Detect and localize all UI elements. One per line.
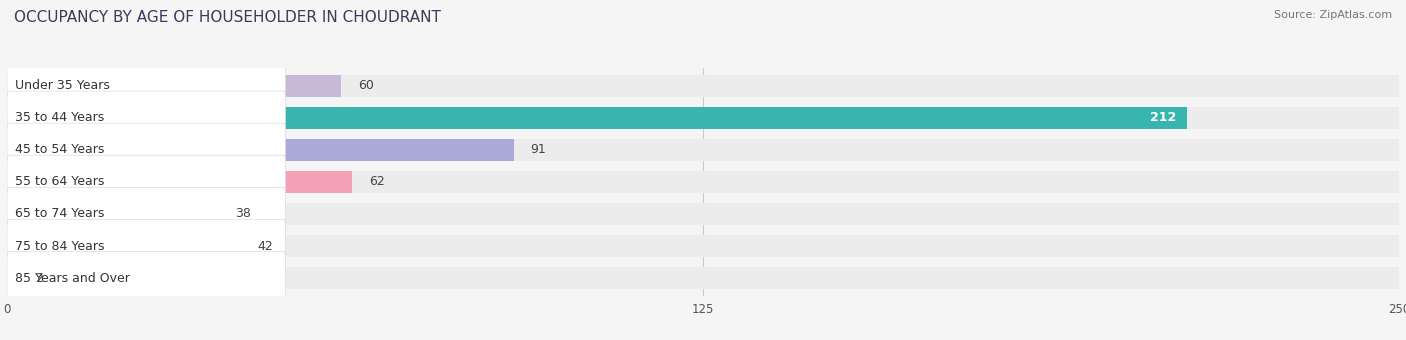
Text: 85 Years and Over: 85 Years and Over [15, 272, 131, 285]
FancyBboxPatch shape [7, 123, 285, 176]
Bar [7, 171, 1399, 193]
Bar [7, 107, 1188, 129]
Text: OCCUPANCY BY AGE OF HOUSEHOLDER IN CHOUDRANT: OCCUPANCY BY AGE OF HOUSEHOLDER IN CHOUD… [14, 10, 441, 25]
Bar [7, 203, 218, 225]
Text: 2: 2 [35, 272, 42, 285]
Text: 60: 60 [357, 79, 374, 92]
Text: Under 35 Years: Under 35 Years [15, 79, 110, 92]
Text: 55 to 64 Years: 55 to 64 Years [15, 175, 105, 188]
FancyBboxPatch shape [7, 155, 285, 208]
Text: 38: 38 [235, 207, 252, 220]
FancyBboxPatch shape [7, 187, 285, 241]
Text: 45 to 54 Years: 45 to 54 Years [15, 143, 105, 156]
Bar [7, 139, 1399, 161]
Bar [7, 139, 513, 161]
Text: 35 to 44 Years: 35 to 44 Years [15, 111, 104, 124]
Text: 75 to 84 Years: 75 to 84 Years [15, 240, 105, 253]
Bar [7, 235, 240, 257]
Bar [7, 75, 1399, 97]
FancyBboxPatch shape [7, 91, 285, 144]
Text: 42: 42 [257, 240, 273, 253]
Bar [7, 171, 353, 193]
FancyBboxPatch shape [7, 219, 285, 273]
FancyBboxPatch shape [7, 252, 285, 305]
Text: 91: 91 [530, 143, 546, 156]
Bar [7, 267, 1399, 289]
Bar [7, 75, 342, 97]
Text: Source: ZipAtlas.com: Source: ZipAtlas.com [1274, 10, 1392, 20]
Text: 65 to 74 Years: 65 to 74 Years [15, 207, 105, 220]
Bar [7, 107, 1399, 129]
Bar [7, 235, 1399, 257]
Bar [7, 203, 1399, 225]
FancyBboxPatch shape [7, 59, 285, 112]
Text: 212: 212 [1150, 111, 1177, 124]
Bar [7, 267, 18, 289]
Text: 62: 62 [368, 175, 385, 188]
